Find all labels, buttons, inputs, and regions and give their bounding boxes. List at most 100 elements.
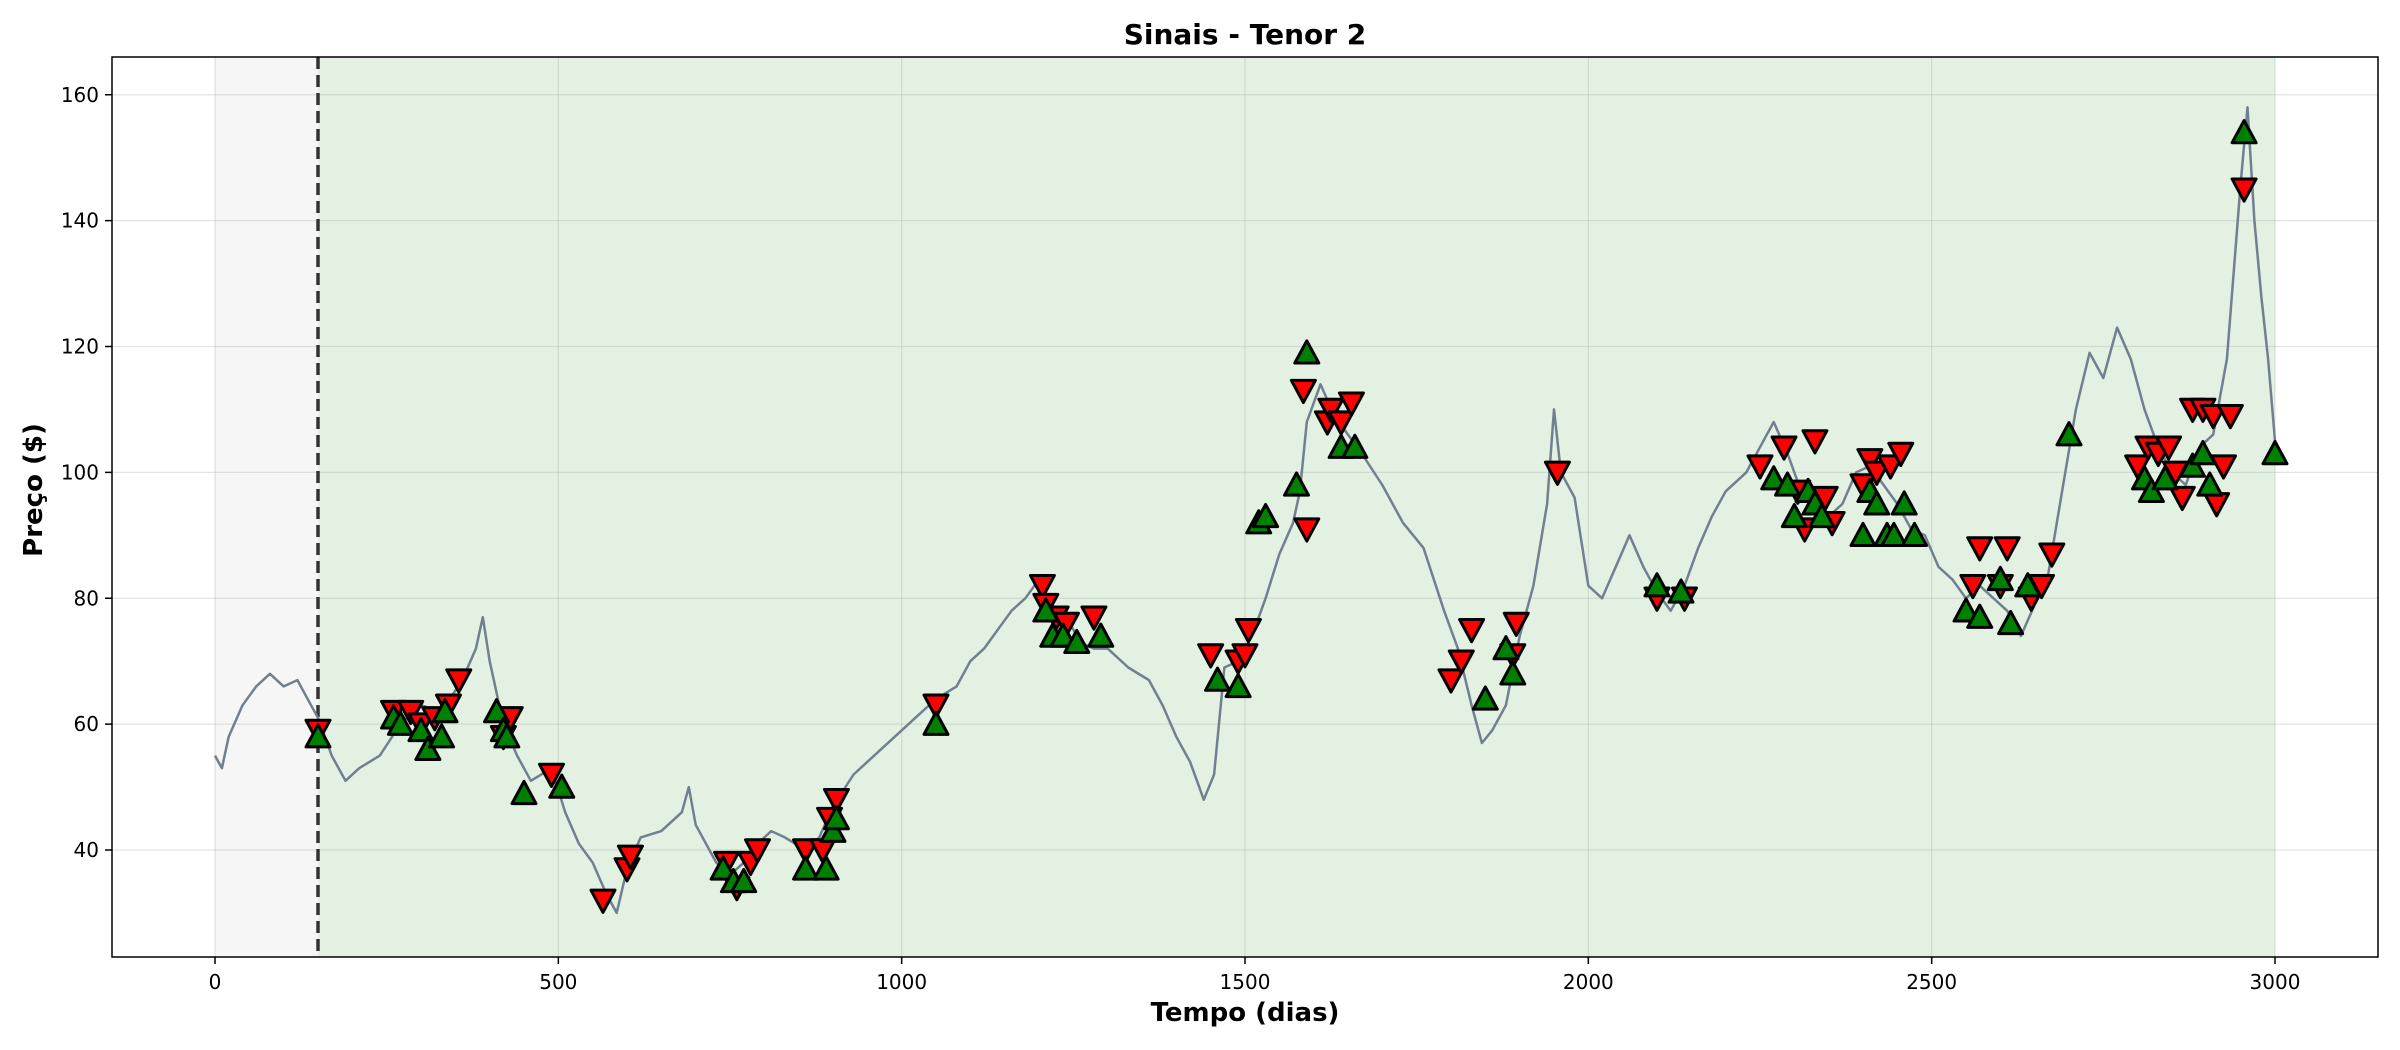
buy-marker: [1293, 339, 1321, 365]
sell-marker: [2168, 485, 2196, 512]
buy-marker: [1890, 490, 1918, 516]
sell-marker: [616, 844, 644, 870]
buy-marker: [1283, 471, 1310, 497]
buy-marker: [428, 723, 456, 749]
buy-marker: [483, 698, 511, 724]
x-tick-label: 2000: [1563, 970, 1614, 994]
buy-marker: [1063, 628, 1091, 655]
buy-marker: [730, 867, 758, 894]
sell-marker: [2216, 404, 2244, 430]
buy-marker: [407, 716, 435, 743]
buy-marker: [1499, 660, 1527, 686]
sell-marker: [1502, 611, 1530, 637]
sell-marker: [445, 668, 473, 694]
sell-marker: [2210, 454, 2237, 480]
buy-marker: [1204, 666, 1232, 692]
y-tick-label: 100: [61, 460, 99, 484]
sell-marker: [1993, 536, 2021, 562]
buy-marker: [2014, 572, 2042, 598]
buy-marker: [1952, 597, 1980, 623]
sell-marker: [1052, 611, 1080, 637]
grid-layer: [112, 57, 2378, 957]
sell-marker: [1887, 441, 1915, 468]
buy-marker: [1997, 609, 2025, 636]
sell-marker: [1966, 536, 1994, 562]
buy-marker: [922, 710, 950, 736]
buy-marker: [1087, 622, 1115, 648]
sell-marker: [1289, 378, 1317, 405]
buy-marker: [1032, 597, 1060, 623]
chart-title: Sinais - Tenor 2: [1124, 18, 1367, 51]
buy-marker: [709, 855, 737, 881]
buy-marker: [1049, 622, 1077, 648]
sell-marker: [1231, 643, 1259, 669]
y-tick-label: 120: [61, 335, 99, 359]
sell-marker: [1746, 454, 1774, 480]
sell-marker: [2230, 177, 2258, 203]
y-tick-label: 140: [61, 209, 99, 233]
sell-marker: [1337, 391, 1365, 417]
sell-marker: [1458, 618, 1486, 644]
y-tick-label: 60: [74, 712, 99, 736]
buy-marker: [304, 723, 332, 749]
sell-marker: [1197, 643, 1225, 669]
buy-marker: [1224, 672, 1252, 699]
buy-marker: [1808, 502, 1836, 529]
buy-marker: [1863, 490, 1891, 516]
buy-marker: [1880, 521, 1908, 548]
buy-marker: [1773, 471, 1801, 497]
buy-marker: [431, 698, 459, 724]
sell-marker: [1863, 460, 1891, 486]
marker-layer: [304, 119, 2289, 914]
buy-marker: [510, 779, 538, 806]
sell-marker: [822, 787, 850, 814]
x-tick-label: 0: [209, 970, 222, 994]
sell-marker: [1447, 649, 1475, 675]
sell-marker: [537, 762, 565, 788]
sell-marker: [2038, 542, 2066, 568]
sell-marker: [1327, 410, 1355, 436]
shaded-region-0: [215, 57, 318, 957]
x-tick-label: 2500: [1906, 970, 1957, 994]
sell-marker: [1437, 668, 1465, 694]
sell-marker: [1770, 435, 1798, 461]
sell-marker: [1543, 460, 1571, 486]
sell-marker: [2199, 404, 2227, 430]
buy-marker: [386, 710, 414, 736]
sell-marker: [1080, 605, 1108, 631]
buy-marker: [812, 855, 840, 881]
buy-marker: [1492, 635, 1520, 661]
buy-marker: [1966, 603, 1994, 629]
buy-marker: [548, 773, 576, 799]
x-tick-label: 1000: [876, 970, 927, 994]
buy-marker: [2189, 440, 2217, 466]
buy-marker: [822, 805, 850, 831]
buy-marker: [1901, 521, 1928, 548]
sell-marker: [792, 838, 820, 864]
buy-marker: [2055, 421, 2083, 447]
sell-marker: [743, 838, 771, 864]
buy-marker: [2196, 471, 2224, 497]
y-axis-ticks: 40 60 80 100 120 140 160: [61, 83, 112, 862]
buy-marker: [1252, 502, 1280, 529]
buy-marker: [1849, 521, 1877, 548]
buy-marker: [1760, 465, 1788, 491]
sell-marker: [1801, 429, 1829, 455]
buy-marker: [1643, 572, 1671, 598]
y-tick-label: 40: [74, 838, 99, 862]
sell-marker: [1293, 517, 1321, 543]
buy-marker: [792, 855, 820, 881]
sell-marker: [1876, 454, 1904, 480]
buy-marker: [2151, 465, 2179, 491]
x-axis-label: Tempo (dias): [1151, 998, 1340, 1028]
sell-marker: [922, 693, 950, 719]
sell-marker: [2155, 435, 2183, 461]
buy-marker: [1780, 502, 1808, 529]
x-tick-label: 1500: [1220, 970, 1271, 994]
x-tick-label: 500: [539, 970, 577, 994]
sell-marker: [1959, 573, 1987, 600]
x-tick-label: 3000: [2250, 970, 2301, 994]
y-tick-label: 160: [61, 83, 99, 107]
y-axis-label: Preço ($): [19, 423, 49, 557]
